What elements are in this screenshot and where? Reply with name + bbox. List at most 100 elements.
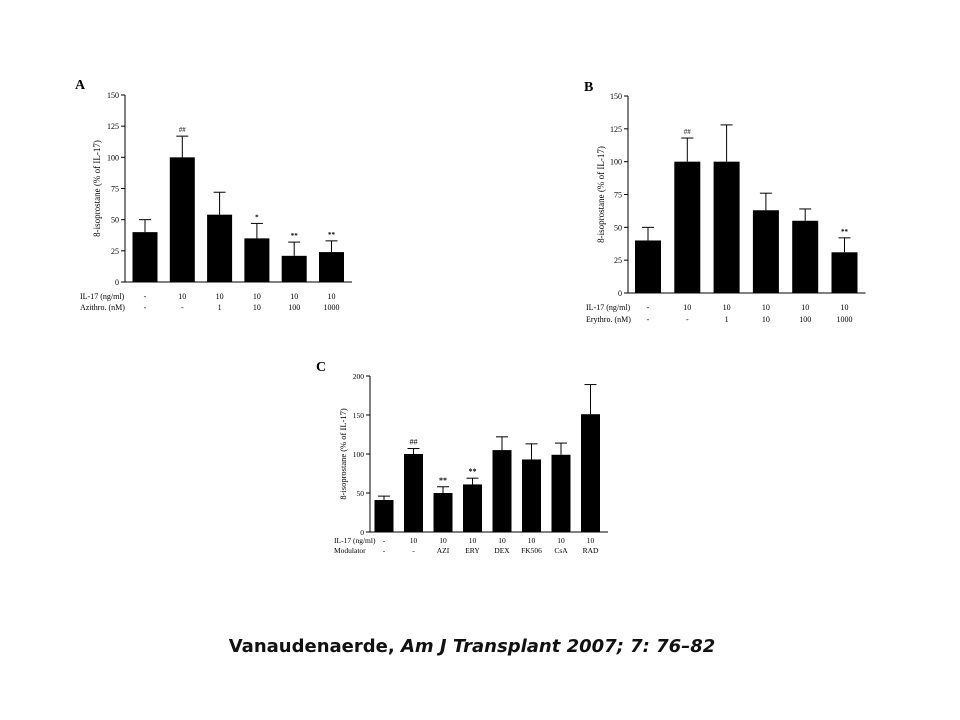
row-cell: 100	[288, 303, 300, 312]
bar	[404, 454, 423, 532]
y-tick-label: 50	[111, 216, 119, 225]
row-cell: 10	[410, 536, 418, 545]
citation: Vanaudenaerde, Am J Transplant 2007; 7: …	[0, 636, 944, 657]
bar	[207, 214, 233, 282]
row-cell: -	[383, 546, 386, 555]
row-cell: -	[144, 292, 147, 301]
bar	[713, 161, 740, 293]
row-label: IL-17 (ng/ml)	[80, 292, 125, 301]
y-tick-label: 50	[357, 489, 365, 498]
bar	[281, 255, 307, 282]
significance-mark: ##	[684, 128, 692, 136]
row-cell: 10	[528, 536, 536, 545]
row-label: Erythro. (nM)	[586, 315, 631, 324]
row-cell: -	[181, 303, 184, 312]
row-cell: 10	[557, 536, 565, 545]
row-cell: 1	[218, 303, 222, 312]
bar	[132, 232, 158, 282]
significance-mark: **	[439, 476, 447, 485]
row-cell: DEX	[494, 546, 510, 555]
bar	[522, 459, 541, 532]
y-tick-label: 125	[107, 122, 119, 131]
panel-letter: C	[316, 360, 326, 375]
bar	[635, 240, 661, 293]
row-cell: 10	[762, 303, 770, 312]
bar	[674, 161, 701, 293]
y-axis-label: 8-isoprostane (% of IL-17)	[92, 140, 102, 237]
row-cell: -	[412, 546, 415, 555]
y-tick-label: 25	[111, 247, 119, 256]
row-cell: RAD	[583, 546, 599, 555]
chart-panel-c: C 0 50 100 150 200 8-isoprostane (% of IL-17) #…	[316, 360, 608, 555]
y-tick-label: 100	[107, 153, 119, 162]
significance-mark: **	[469, 467, 477, 476]
row-cell: -	[647, 303, 650, 312]
bar	[319, 252, 344, 282]
row-cell: 10	[683, 303, 691, 312]
panel-letter: A	[75, 78, 86, 93]
y-tick-label: 150	[353, 411, 365, 420]
y-tick-label: 100	[353, 450, 365, 459]
significance-mark: *	[255, 213, 259, 221]
y-tick-label: 0	[360, 528, 364, 537]
significance-mark: **	[291, 232, 299, 240]
y-tick-label: 125	[610, 125, 622, 134]
significance-mark: ##	[410, 438, 418, 447]
bar	[752, 210, 779, 293]
row-cell: 10	[762, 315, 770, 324]
bar	[433, 493, 453, 532]
significance-mark: **	[328, 231, 336, 239]
y-axis-label: 8-isoprostane (% of IL-17)	[338, 408, 348, 500]
row-cell: -	[686, 315, 689, 324]
bar	[169, 157, 195, 282]
row-cell: 10	[841, 303, 849, 312]
y-axis-label: 8-isoprostane (% of IL-17)	[596, 146, 606, 243]
row-cell: 10	[723, 303, 731, 312]
bar	[492, 450, 512, 532]
row-cell: 10	[178, 292, 186, 301]
y-tick-label: 75	[111, 185, 119, 194]
row-cell: 100	[799, 315, 811, 324]
row-cell: 10	[328, 292, 336, 301]
row-cell: 10	[801, 303, 809, 312]
row-cell: 10	[469, 536, 477, 545]
row-cell: 10	[253, 303, 261, 312]
row-cell: 1000	[837, 315, 853, 324]
y-tick-label: 75	[614, 191, 622, 200]
citation-journal: Am J Transplant 2007; 7: 76–82	[394, 636, 716, 657]
row-cell: -	[144, 303, 147, 312]
row-cell: 10	[498, 536, 506, 545]
y-tick-label: 0	[618, 289, 622, 298]
row-label: Azithro. (nM)	[80, 303, 125, 312]
row-cell: 10	[216, 292, 224, 301]
row-cell: 1	[725, 315, 729, 324]
row-cell: 1000	[324, 303, 340, 312]
y-tick-label: 150	[107, 91, 119, 100]
bar	[244, 238, 270, 282]
y-tick-label: 200	[353, 372, 365, 381]
row-label: Modulator	[334, 546, 366, 555]
row-cell: 10	[439, 536, 447, 545]
chart-panel-a: A 0 25 50 75 100 125 150 8-isoprostane (% of IL-…	[75, 78, 352, 312]
row-cell: CsA	[554, 546, 568, 555]
y-tick-label: 100	[610, 158, 622, 167]
bar	[463, 484, 482, 532]
bar	[792, 220, 819, 293]
panel-letter: B	[584, 80, 593, 95]
bar	[831, 252, 858, 293]
row-cell: ERY	[465, 546, 480, 555]
chart-panel-b: B 0 25 50 75 100 125 150 8-isoprostane (% of IL-…	[584, 80, 866, 324]
significance-mark: **	[841, 228, 849, 236]
row-cell: 10	[290, 292, 298, 301]
citation-author: Vanaudenaerde,	[228, 636, 395, 657]
y-tick-label: 0	[115, 278, 119, 287]
y-tick-label: 150	[610, 92, 622, 101]
significance-mark: ##	[179, 126, 187, 134]
row-cell: FK506	[521, 546, 542, 555]
bar	[551, 454, 571, 532]
row-cell: -	[383, 536, 386, 545]
row-label: IL-17 (ng/ml)	[586, 303, 631, 312]
row-cell: 10	[253, 292, 261, 301]
bar	[374, 500, 394, 532]
